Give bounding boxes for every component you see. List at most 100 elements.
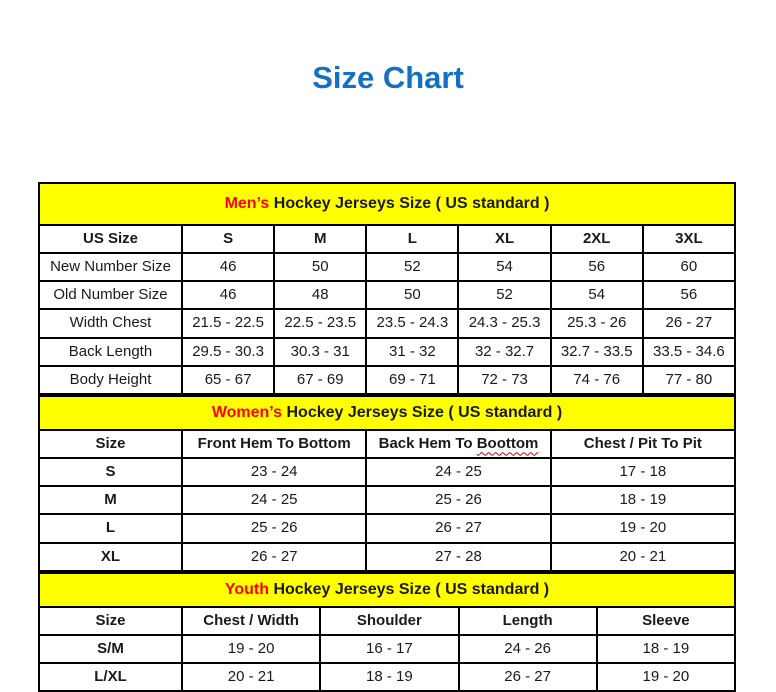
value-cell: 32 - 32.7: [457, 336, 552, 367]
value-cell: 25 - 26: [365, 485, 552, 516]
value-cell: 26 - 27: [457, 662, 598, 692]
value-cell: 24.3 - 25.3: [457, 308, 552, 339]
youth-banner-highlight: Youth: [224, 580, 269, 598]
value-cell: 25.3 - 26: [549, 308, 644, 339]
column-header: Chest / Pit To Pit: [549, 428, 737, 459]
column-header: Size: [38, 428, 183, 459]
value-cell: 56: [549, 251, 644, 283]
value-cell: 69 - 71: [365, 364, 460, 396]
value-cell: 24 - 26: [457, 633, 598, 665]
youth-banner-text: Hockey Jerseys Size ( US standard ): [269, 580, 550, 598]
value-cell: 26 - 27: [365, 513, 552, 544]
value-cell: 72 - 73: [457, 364, 552, 396]
value-cell: 19 - 20: [595, 662, 737, 692]
value-cell: 29.5 - 30.3: [180, 336, 276, 367]
womens-header-row: Size Front Hem To Bottom Back Hem To Boo…: [38, 428, 737, 459]
youth-size-table: Youth Hockey Jerseys Size ( US standard …: [38, 571, 737, 692]
column-header: M: [273, 223, 368, 254]
value-cell: 74 - 76: [549, 364, 644, 396]
column-header: L: [365, 223, 460, 254]
row-label: L: [38, 513, 183, 544]
row-label: Width Chest: [38, 308, 183, 339]
value-cell: 52: [457, 280, 552, 311]
row-label: L/XL: [38, 662, 183, 692]
mens-banner-text: Hockey Jerseys Size ( US standard ): [269, 195, 550, 212]
value-cell: 17 - 18: [549, 456, 737, 488]
value-cell: 46: [180, 251, 276, 283]
value-cell: 30.3 - 31: [273, 336, 368, 367]
value-cell: 26 - 27: [180, 541, 368, 572]
table-row: Body Height 65 - 67 67 - 69 69 - 71 72 -…: [38, 364, 737, 396]
value-cell: 65 - 67: [180, 364, 276, 396]
womens-banner-highlight: Women’s: [211, 404, 283, 422]
mens-banner-row: Men’s Hockey Jerseys Size ( US standard …: [38, 182, 736, 226]
womens-banner-row: Women’s Hockey Jerseys Size ( US standar…: [38, 395, 736, 431]
mens-size-table: Men’s Hockey Jerseys Size ( US standard …: [38, 182, 737, 396]
row-label: Back Length: [38, 336, 183, 367]
table-row: Width Chest 21.5 - 22.5 22.5 - 23.5 23.5…: [38, 308, 737, 339]
value-cell: 31 - 32: [365, 336, 460, 367]
table-row: M 24 - 25 25 - 26 18 - 19: [38, 485, 737, 516]
value-cell: 24 - 25: [365, 456, 552, 488]
column-header: Length: [457, 605, 598, 636]
table-row: L/XL 20 - 21 18 - 19 26 - 27 19 - 20: [38, 662, 737, 692]
table-row: L 25 - 26 26 - 27 19 - 20: [38, 513, 737, 544]
size-tables-container: Men’s Hockey Jerseys Size ( US standard …: [38, 182, 737, 692]
value-cell: 25 - 26: [180, 513, 368, 544]
value-cell: 60: [641, 251, 737, 283]
value-cell: 18 - 19: [319, 662, 460, 692]
mens-banner-highlight: Men’s: [224, 195, 270, 212]
value-cell: 32.7 - 33.5: [549, 336, 644, 367]
value-cell: 20 - 21: [180, 662, 322, 692]
womens-banner-text: Hockey Jerseys Size ( US standard ): [282, 404, 563, 422]
header-text-misspelled-squiggle: Boottom: [476, 434, 539, 452]
column-header: XL: [457, 223, 552, 254]
table-row: Old Number Size 46 48 50 52 54 56: [38, 280, 737, 311]
table-row: S/M 19 - 20 16 - 17 24 - 26 18 - 19: [38, 633, 737, 665]
column-header: Sleeve: [595, 605, 737, 636]
column-header: S: [180, 223, 276, 254]
value-cell: 50: [365, 280, 460, 311]
row-label: XL: [38, 541, 183, 572]
value-cell: 46: [180, 280, 276, 311]
value-cell: 19 - 20: [549, 513, 737, 544]
youth-table-banner: Youth Hockey Jerseys Size ( US standard …: [38, 571, 736, 608]
size-chart-page: Size Chart Men’s Hockey Jerseys Size ( U…: [0, 60, 776, 692]
value-cell: 16 - 17: [319, 633, 460, 665]
column-header: Shoulder: [319, 605, 460, 636]
value-cell: 50: [273, 251, 368, 283]
table-row: New Number Size 46 50 52 54 56 60: [38, 251, 737, 283]
value-cell: 23 - 24: [180, 456, 368, 488]
row-label: S/M: [38, 633, 183, 665]
value-cell: 48: [273, 280, 368, 311]
column-header: 3XL: [641, 223, 737, 254]
value-cell: 26 - 27: [641, 308, 737, 339]
column-header: US Size: [38, 223, 183, 254]
table-row: S 23 - 24 24 - 25 17 - 18: [38, 456, 737, 488]
column-header-misspelled: Back Hem To Boottom: [365, 428, 552, 459]
column-header: Size: [38, 605, 183, 636]
header-text-prefix: Back Hem To: [378, 434, 477, 452]
value-cell: 18 - 19: [595, 633, 737, 665]
value-cell: 19 - 20: [180, 633, 322, 665]
value-cell: 18 - 19: [549, 485, 737, 516]
value-cell: 33.5 - 34.6: [641, 336, 737, 367]
row-label: Old Number Size: [38, 280, 183, 311]
mens-header-row: US Size S M L XL 2XL 3XL: [38, 223, 737, 254]
value-cell: 22.5 - 23.5: [273, 308, 368, 339]
column-header: Front Hem To Bottom: [180, 428, 368, 459]
row-label: Body Height: [38, 364, 183, 396]
mens-table-banner: Men’s Hockey Jerseys Size ( US standard …: [38, 182, 736, 226]
womens-table-banner: Women’s Hockey Jerseys Size ( US standar…: [38, 395, 736, 431]
value-cell: 54: [549, 280, 644, 311]
value-cell: 20 - 21: [549, 541, 737, 572]
womens-size-table: Women’s Hockey Jerseys Size ( US standar…: [38, 395, 737, 572]
value-cell: 21.5 - 22.5: [180, 308, 276, 339]
value-cell: 54: [457, 251, 552, 283]
value-cell: 77 - 80: [641, 364, 737, 396]
youth-banner-row: Youth Hockey Jerseys Size ( US standard …: [38, 571, 736, 608]
value-cell: 23.5 - 24.3: [365, 308, 460, 339]
value-cell: 56: [641, 280, 737, 311]
value-cell: 67 - 69: [273, 364, 368, 396]
value-cell: 52: [365, 251, 460, 283]
